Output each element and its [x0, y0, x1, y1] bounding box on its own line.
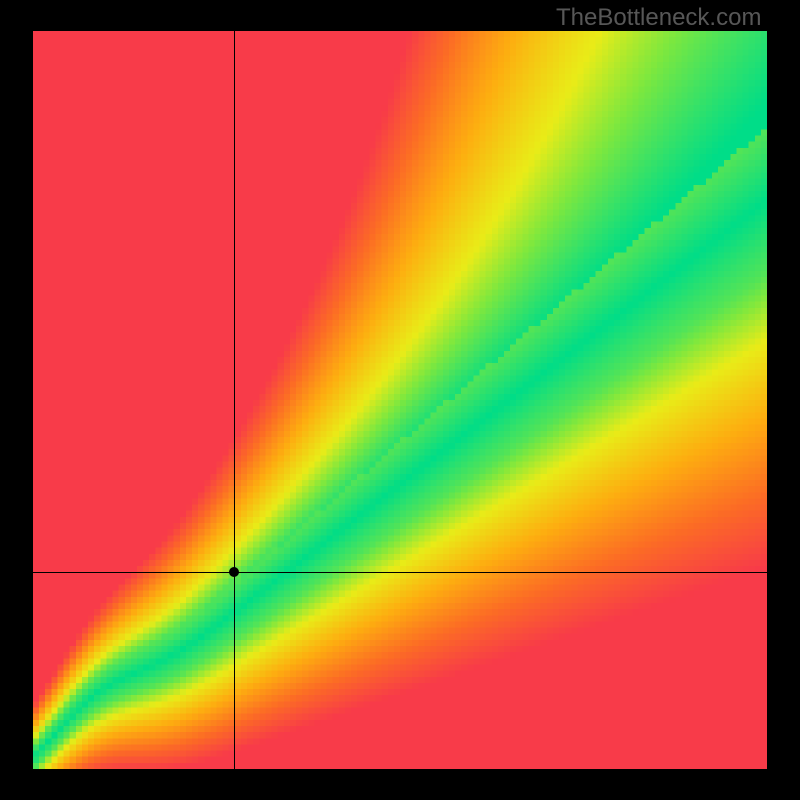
selection-marker	[229, 567, 239, 577]
chart-container: TheBottleneck.com	[0, 0, 800, 800]
bottleneck-heatmap	[33, 31, 767, 769]
crosshair-horizontal	[33, 572, 767, 573]
watermark-text: TheBottleneck.com	[556, 4, 761, 32]
crosshair-vertical	[234, 31, 235, 769]
